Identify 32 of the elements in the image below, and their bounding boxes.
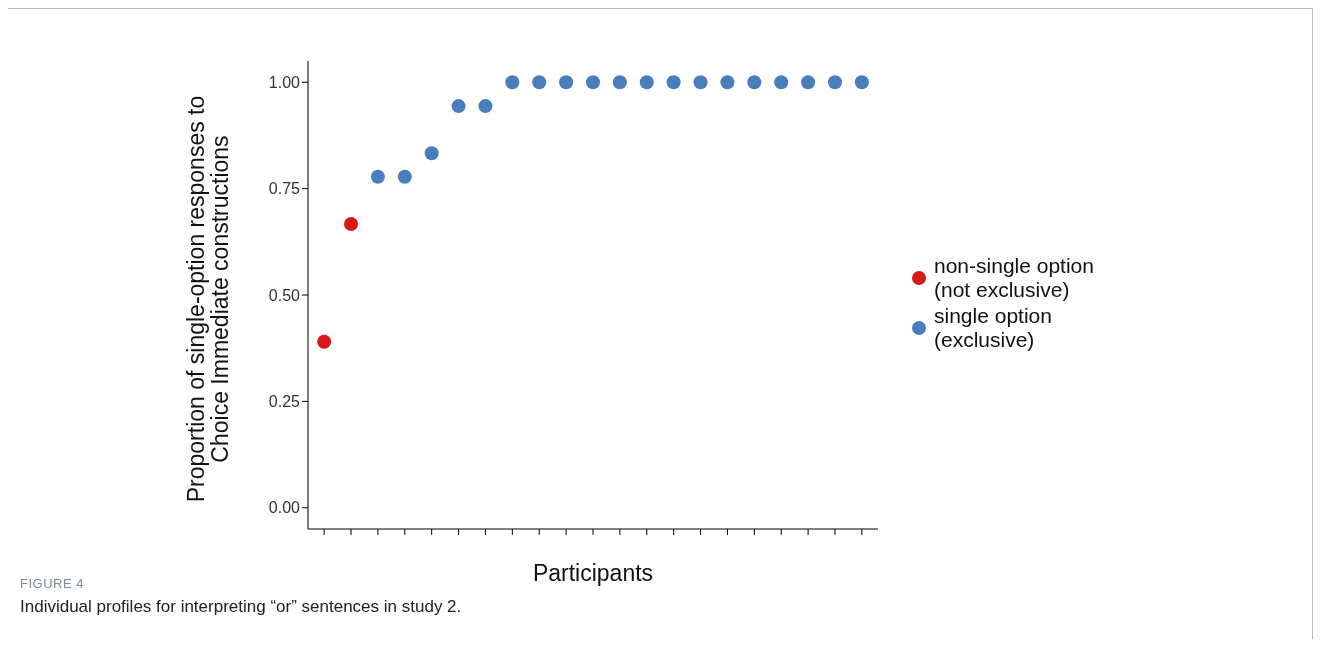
y-tick-label: 0.00 bbox=[268, 499, 301, 517]
y-tick-label: 0.25 bbox=[268, 393, 301, 411]
point bbox=[344, 216, 359, 231]
point bbox=[827, 75, 842, 90]
point bbox=[424, 146, 439, 161]
point bbox=[478, 99, 493, 114]
point bbox=[451, 99, 466, 114]
point bbox=[639, 75, 654, 90]
x-axis-title: Participants bbox=[532, 560, 654, 586]
caption: FIGURE 4 bbox=[20, 576, 84, 591]
y-tick-label: 0.75 bbox=[268, 180, 301, 198]
point bbox=[774, 75, 789, 90]
point bbox=[370, 169, 385, 184]
point bbox=[532, 75, 547, 90]
text: Individual profiles for interpreting “or” sentences in study 2. bbox=[20, 597, 462, 617]
point bbox=[854, 75, 869, 90]
y-tick-label: 1.00 bbox=[268, 73, 301, 91]
point bbox=[397, 169, 412, 184]
point bbox=[612, 75, 627, 90]
legend-label: non-single option (not exclusive) bbox=[934, 254, 1095, 302]
y-axis-title: Proportion of single-option responses to Choice Immediate constructions bbox=[183, 94, 233, 505]
point bbox=[801, 75, 816, 90]
point bbox=[693, 75, 708, 90]
point bbox=[720, 75, 735, 90]
point bbox=[586, 75, 600, 90]
point bbox=[666, 75, 681, 90]
legend-label: single option (exclusive) bbox=[934, 304, 1053, 352]
point bbox=[747, 75, 762, 90]
point bbox=[317, 334, 332, 349]
y-tick-label: 0.50 bbox=[268, 286, 301, 304]
point bbox=[505, 75, 520, 90]
point bbox=[559, 75, 574, 90]
